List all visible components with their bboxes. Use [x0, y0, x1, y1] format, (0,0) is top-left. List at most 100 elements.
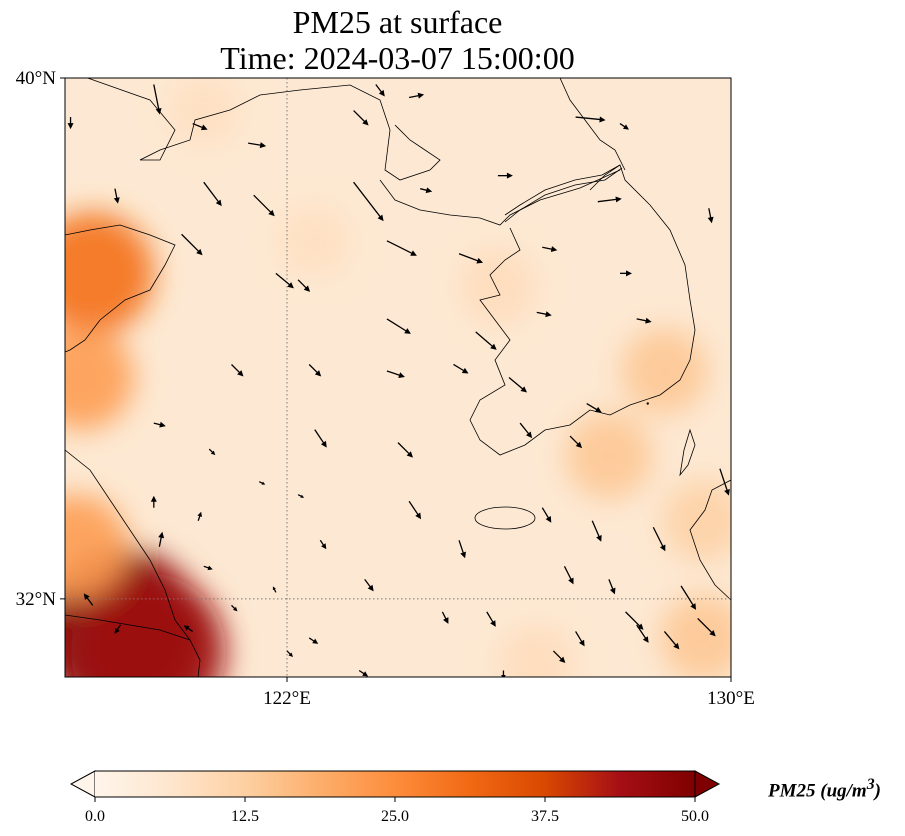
map-title-line2: Time: 2024-03-07 15:00:00	[220, 40, 575, 76]
wind-arrow	[608, 579, 616, 595]
wind-arrow	[253, 194, 275, 217]
wind-arrow	[375, 84, 385, 97]
pm25-hotspot	[65, 494, 129, 599]
wind-arrow	[486, 611, 496, 627]
colorbar-bar	[95, 771, 695, 797]
wind-arrow	[646, 402, 649, 405]
colorbar-tick-label: 0.0	[85, 808, 105, 825]
wind-arrow	[183, 625, 194, 632]
wind-arrow	[153, 84, 162, 115]
wind-arrow	[248, 142, 267, 149]
coastlines	[65, 78, 731, 677]
map-title-line1: PM25 at surface	[292, 4, 503, 40]
wind-arrow	[453, 363, 469, 374]
wind-arrow	[475, 331, 497, 350]
wind-arrow	[536, 311, 552, 318]
wind-arrow	[258, 481, 266, 485]
pm25-hotspot	[621, 327, 708, 415]
wind-arrow	[314, 429, 327, 448]
coastline-yangtze-estuary	[65, 614, 191, 641]
wind-arrow	[203, 181, 222, 207]
wind-arrow	[458, 540, 466, 559]
wind-arrow	[358, 669, 369, 677]
pm25-hotspot	[659, 594, 731, 677]
colorbar-extend-max	[694, 770, 721, 798]
wind-arrow	[114, 624, 122, 634]
coastline-north-china	[86, 78, 441, 181]
map-frame	[64, 77, 732, 678]
wind-arrow	[208, 448, 216, 456]
wind-arrow	[308, 637, 319, 644]
wind-arrow	[353, 181, 384, 222]
pm25-hotspot	[70, 573, 226, 677]
wind-arrow	[272, 586, 277, 593]
wind-arrow	[663, 631, 680, 650]
pm25-hotspot	[498, 626, 575, 677]
colorbar: 0.0 12.5 25.0 37.5 50.0	[69, 770, 721, 825]
wind-arrow	[542, 246, 558, 253]
wind-arrow	[113, 188, 120, 204]
wind-arrow	[636, 624, 649, 643]
colorbar-label: PM25 (ug/m3)	[768, 776, 881, 802]
colorbar-ticks: 0.0 12.5 25.0 37.5 50.0	[85, 797, 709, 825]
wind-arrow	[508, 377, 527, 393]
wind-arrow	[597, 196, 622, 203]
colorbar-tick-label: 50.0	[681, 808, 709, 825]
wind-arrow	[353, 110, 369, 126]
wind-arrow	[83, 593, 94, 606]
gridlines	[65, 78, 731, 677]
wind-arrow	[575, 116, 606, 123]
colorbar-extend-min	[69, 770, 96, 798]
wind-arrow	[552, 650, 566, 663]
coastline-korea-north	[559, 78, 626, 171]
pm25-hotspot	[460, 248, 536, 325]
wind-arrow	[719, 468, 730, 496]
wind-arrow	[697, 617, 716, 637]
lat-tick-label: 32°N	[16, 589, 57, 610]
pm25-hotspot	[166, 78, 241, 148]
wind-arrow	[680, 585, 697, 610]
wind-arrow	[501, 670, 506, 677]
wind-arrow	[386, 240, 417, 256]
pm25-hotspot	[65, 212, 154, 335]
wind-arrow	[203, 565, 213, 571]
colorbar-label-text: PM25 (ug/m	[768, 780, 867, 802]
pm25-hotspot	[65, 325, 134, 430]
wind-arrow	[563, 566, 574, 585]
lat-tick-label: 40°N	[16, 68, 57, 89]
wind-arrow	[420, 187, 433, 194]
korea-border	[504, 167, 623, 223]
lon-tick-label: 122°E	[263, 688, 311, 709]
pm25-hotspot	[565, 412, 653, 500]
wind-arrow	[297, 494, 305, 498]
coastline-liaoning	[379, 169, 621, 226]
wind-arrow	[67, 117, 74, 130]
wind-arrow	[386, 370, 405, 378]
wind-arrow	[153, 421, 166, 428]
colorbar-tick-label: 12.5	[231, 808, 259, 825]
colorbar-tick-label: 25.0	[381, 808, 409, 825]
wind-arrow	[386, 318, 411, 334]
wind-arrow	[297, 279, 311, 292]
wind-vectors	[67, 84, 730, 677]
axis-ticks: 40°N 32°N 122°E 130°E	[16, 68, 755, 709]
wind-arrow	[569, 435, 583, 449]
wind-arrow	[636, 317, 652, 324]
wind-arrow	[192, 122, 208, 131]
pm25-hotspot	[277, 203, 352, 278]
wind-arrow	[519, 422, 533, 439]
wind-arrow	[458, 253, 484, 264]
wind-arrow	[575, 631, 585, 647]
colorbar-label-close: )	[874, 780, 881, 802]
wind-arrow	[408, 92, 425, 99]
korea-border-2	[504, 164, 621, 216]
wind-arrow	[364, 578, 374, 592]
colorbar-tick-label: 37.5	[531, 808, 559, 825]
colorbar-label-superscript: 3	[866, 776, 875, 793]
lon-tick-label: 130°E	[707, 688, 755, 709]
wind-arrow	[308, 364, 322, 377]
pm25-field	[65, 78, 731, 677]
wind-arrow	[158, 531, 165, 547]
coastline-yangtze	[65, 449, 201, 677]
